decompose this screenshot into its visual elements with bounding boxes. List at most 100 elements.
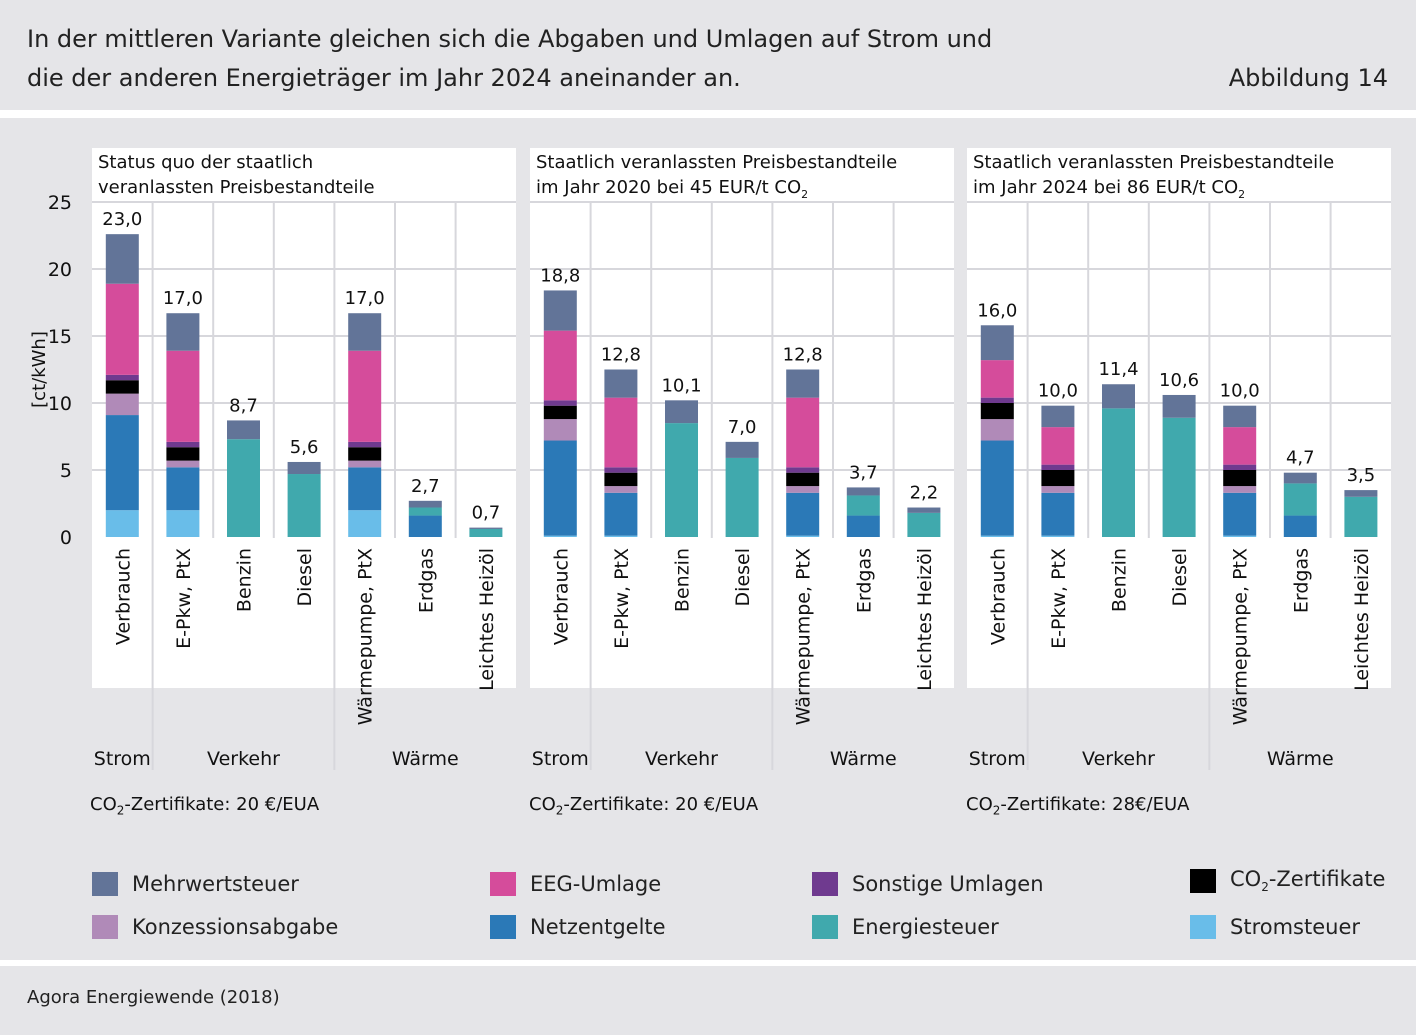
category-label: Benzin — [672, 548, 694, 612]
bar-segment-mwst — [786, 369, 820, 398]
legend-item-co2-zertifikate: CO2-Zertifikate — [1190, 867, 1386, 895]
chart-panel-1: Status quo der staatlich veranlassten Pre… — [92, 148, 516, 770]
bar-total-label: 10,6 — [1159, 370, 1199, 391]
y-axis-label: [ct/kWh] — [29, 331, 50, 408]
category-label: Wärmepumpe, PtX — [1230, 548, 1252, 725]
group-label: Verkehr — [645, 748, 718, 770]
legend-label: Konzessionsabgabe — [132, 915, 339, 939]
bar-segment-mwst — [1041, 405, 1075, 428]
bar-segment-energie — [1283, 483, 1317, 516]
legend-item-netzentgelte: Netzentgelte — [490, 914, 666, 940]
bar-total-label: 5,6 — [290, 437, 319, 458]
bar-segment-strom — [1223, 535, 1257, 537]
certificate-price-2: CO2-Zertifikate: 20 €/EUA — [529, 794, 759, 818]
bar-segment-co2 — [1041, 470, 1075, 487]
bar-segment-mwst — [725, 441, 759, 458]
bar-segment-mwst — [665, 400, 698, 424]
header: In der mittleren Variante gleichen sich … — [0, 0, 1416, 110]
category-label: Erdgas — [415, 548, 437, 613]
bar-segment-sonst — [604, 467, 638, 473]
panel-title-subscript: 2 — [801, 188, 808, 201]
bar-total-label: 12,8 — [601, 345, 641, 366]
category-label: Benzin — [234, 548, 256, 612]
bar-segment-eeg — [604, 397, 638, 468]
bar-total-label: 2,2 — [910, 483, 939, 504]
bar-segment-eeg — [980, 360, 1014, 398]
legend-swatch — [92, 872, 118, 896]
bar-total-label: 16,0 — [977, 300, 1017, 321]
group-label: Strom — [94, 748, 151, 770]
bar-segment-eeg — [786, 397, 820, 468]
bar-segment-energie — [287, 474, 321, 537]
bar-segment-sonst — [1041, 464, 1075, 470]
legend-swatch — [812, 872, 838, 896]
bar-segment-mwst — [287, 461, 321, 475]
bar-segment-energie — [846, 495, 880, 516]
bar-segment-netz — [786, 492, 820, 536]
bar-segment-netz — [543, 440, 577, 536]
bar-segment-sonst — [786, 467, 820, 473]
bar-total-label: 3,7 — [849, 462, 878, 483]
bar-total-label: 11,4 — [1098, 359, 1138, 380]
bar-total-label: 10,0 — [1220, 381, 1260, 402]
bar-segment-konz — [1041, 486, 1075, 493]
bar-segment-mwst — [1283, 472, 1317, 484]
bar-segment-netz — [1041, 492, 1075, 536]
legend-item-konzessionsabgabe: Konzessionsabgabe — [92, 914, 338, 940]
category-label: Diesel — [1169, 548, 1191, 606]
bar-segment-energie — [725, 457, 759, 537]
legend-item-sonstige-umlagen: Sonstige Umlagen — [812, 871, 1044, 897]
bar-segment-strom — [980, 535, 1014, 537]
bar-segment-strom — [1041, 535, 1075, 537]
y-tick-label: 0 — [60, 527, 72, 549]
legend-item-eeg-umlage: EEG-Umlage — [490, 871, 661, 897]
bar-total-label: 23,0 — [102, 209, 142, 230]
panel-title-line2: im Jahr 2024 bei 86 EUR/t CO2 — [973, 177, 1245, 201]
category-label: Erdgas — [1290, 548, 1312, 613]
bar-segment-energie — [665, 423, 698, 537]
bar-segment-eeg — [543, 330, 577, 401]
certificate-price-3: CO2-Zertifikate: 28€/EUA — [966, 794, 1190, 818]
bar-segment-konz — [105, 393, 139, 416]
legend-item-mehrwertsteuer: Mehrwertsteuer — [92, 871, 299, 897]
bar-segment-strom — [166, 510, 200, 537]
bar-segment-konz — [980, 419, 1014, 441]
group-label: Wärme — [830, 748, 897, 770]
bar-segment-co2 — [166, 447, 200, 461]
bar-segment-sonst — [980, 397, 1014, 403]
bar-total-label: 17,0 — [345, 288, 385, 309]
panel-title: Status quo der staatlich — [98, 152, 313, 173]
category-label: Erdgas — [853, 548, 875, 613]
bar-segment-konz — [1223, 486, 1257, 493]
legend-label: CO2-Zertifikate — [1230, 867, 1386, 895]
bar-segment-mwst — [543, 290, 577, 331]
y-tick-label: 10 — [48, 393, 72, 415]
legend-label: Netzentgelte — [530, 915, 666, 939]
bar-segment-mwst — [348, 313, 382, 351]
bar-segment-co2 — [786, 472, 820, 487]
legend-swatch — [812, 915, 838, 939]
category-label: E-Pkw, PtX — [173, 548, 195, 649]
bar-segment-mwst — [1223, 405, 1257, 428]
chart-area: Status quo der staatlich veranlassten Pre… — [0, 118, 1416, 960]
panel-title-line2: veranlassten Preisbestandteile — [98, 177, 375, 198]
bar-segment-strom — [786, 535, 820, 537]
panel-title-box — [92, 148, 516, 208]
bar-segment-mwst — [469, 527, 503, 529]
chart-panel-2: Staatlich veranlassten Preisbestandteile… — [530, 148, 954, 770]
category-label: Verbrauch — [112, 548, 134, 645]
category-label: Leichtes Heizöl — [476, 548, 498, 691]
group-label: Strom — [532, 748, 589, 770]
bar-segment-netz — [1223, 492, 1257, 536]
legend-label: Stromsteuer — [1230, 915, 1360, 939]
bar-segment-strom — [604, 535, 638, 537]
legend-swatch — [490, 872, 516, 896]
panel-plot-area — [92, 203, 516, 688]
bar-total-label: 3,5 — [1347, 465, 1376, 486]
title-line-2: die der anderen Energieträger im Jahr 20… — [27, 64, 741, 92]
chart-panel-3: Staatlich veranlassten Preisbestandteile… — [967, 148, 1391, 770]
panel-title: Staatlich veranlassten Preisbestandteile — [536, 152, 897, 173]
panel-title-box — [530, 148, 954, 208]
bar-total-label: 2,7 — [411, 476, 440, 497]
bar-segment-co2 — [543, 405, 577, 420]
